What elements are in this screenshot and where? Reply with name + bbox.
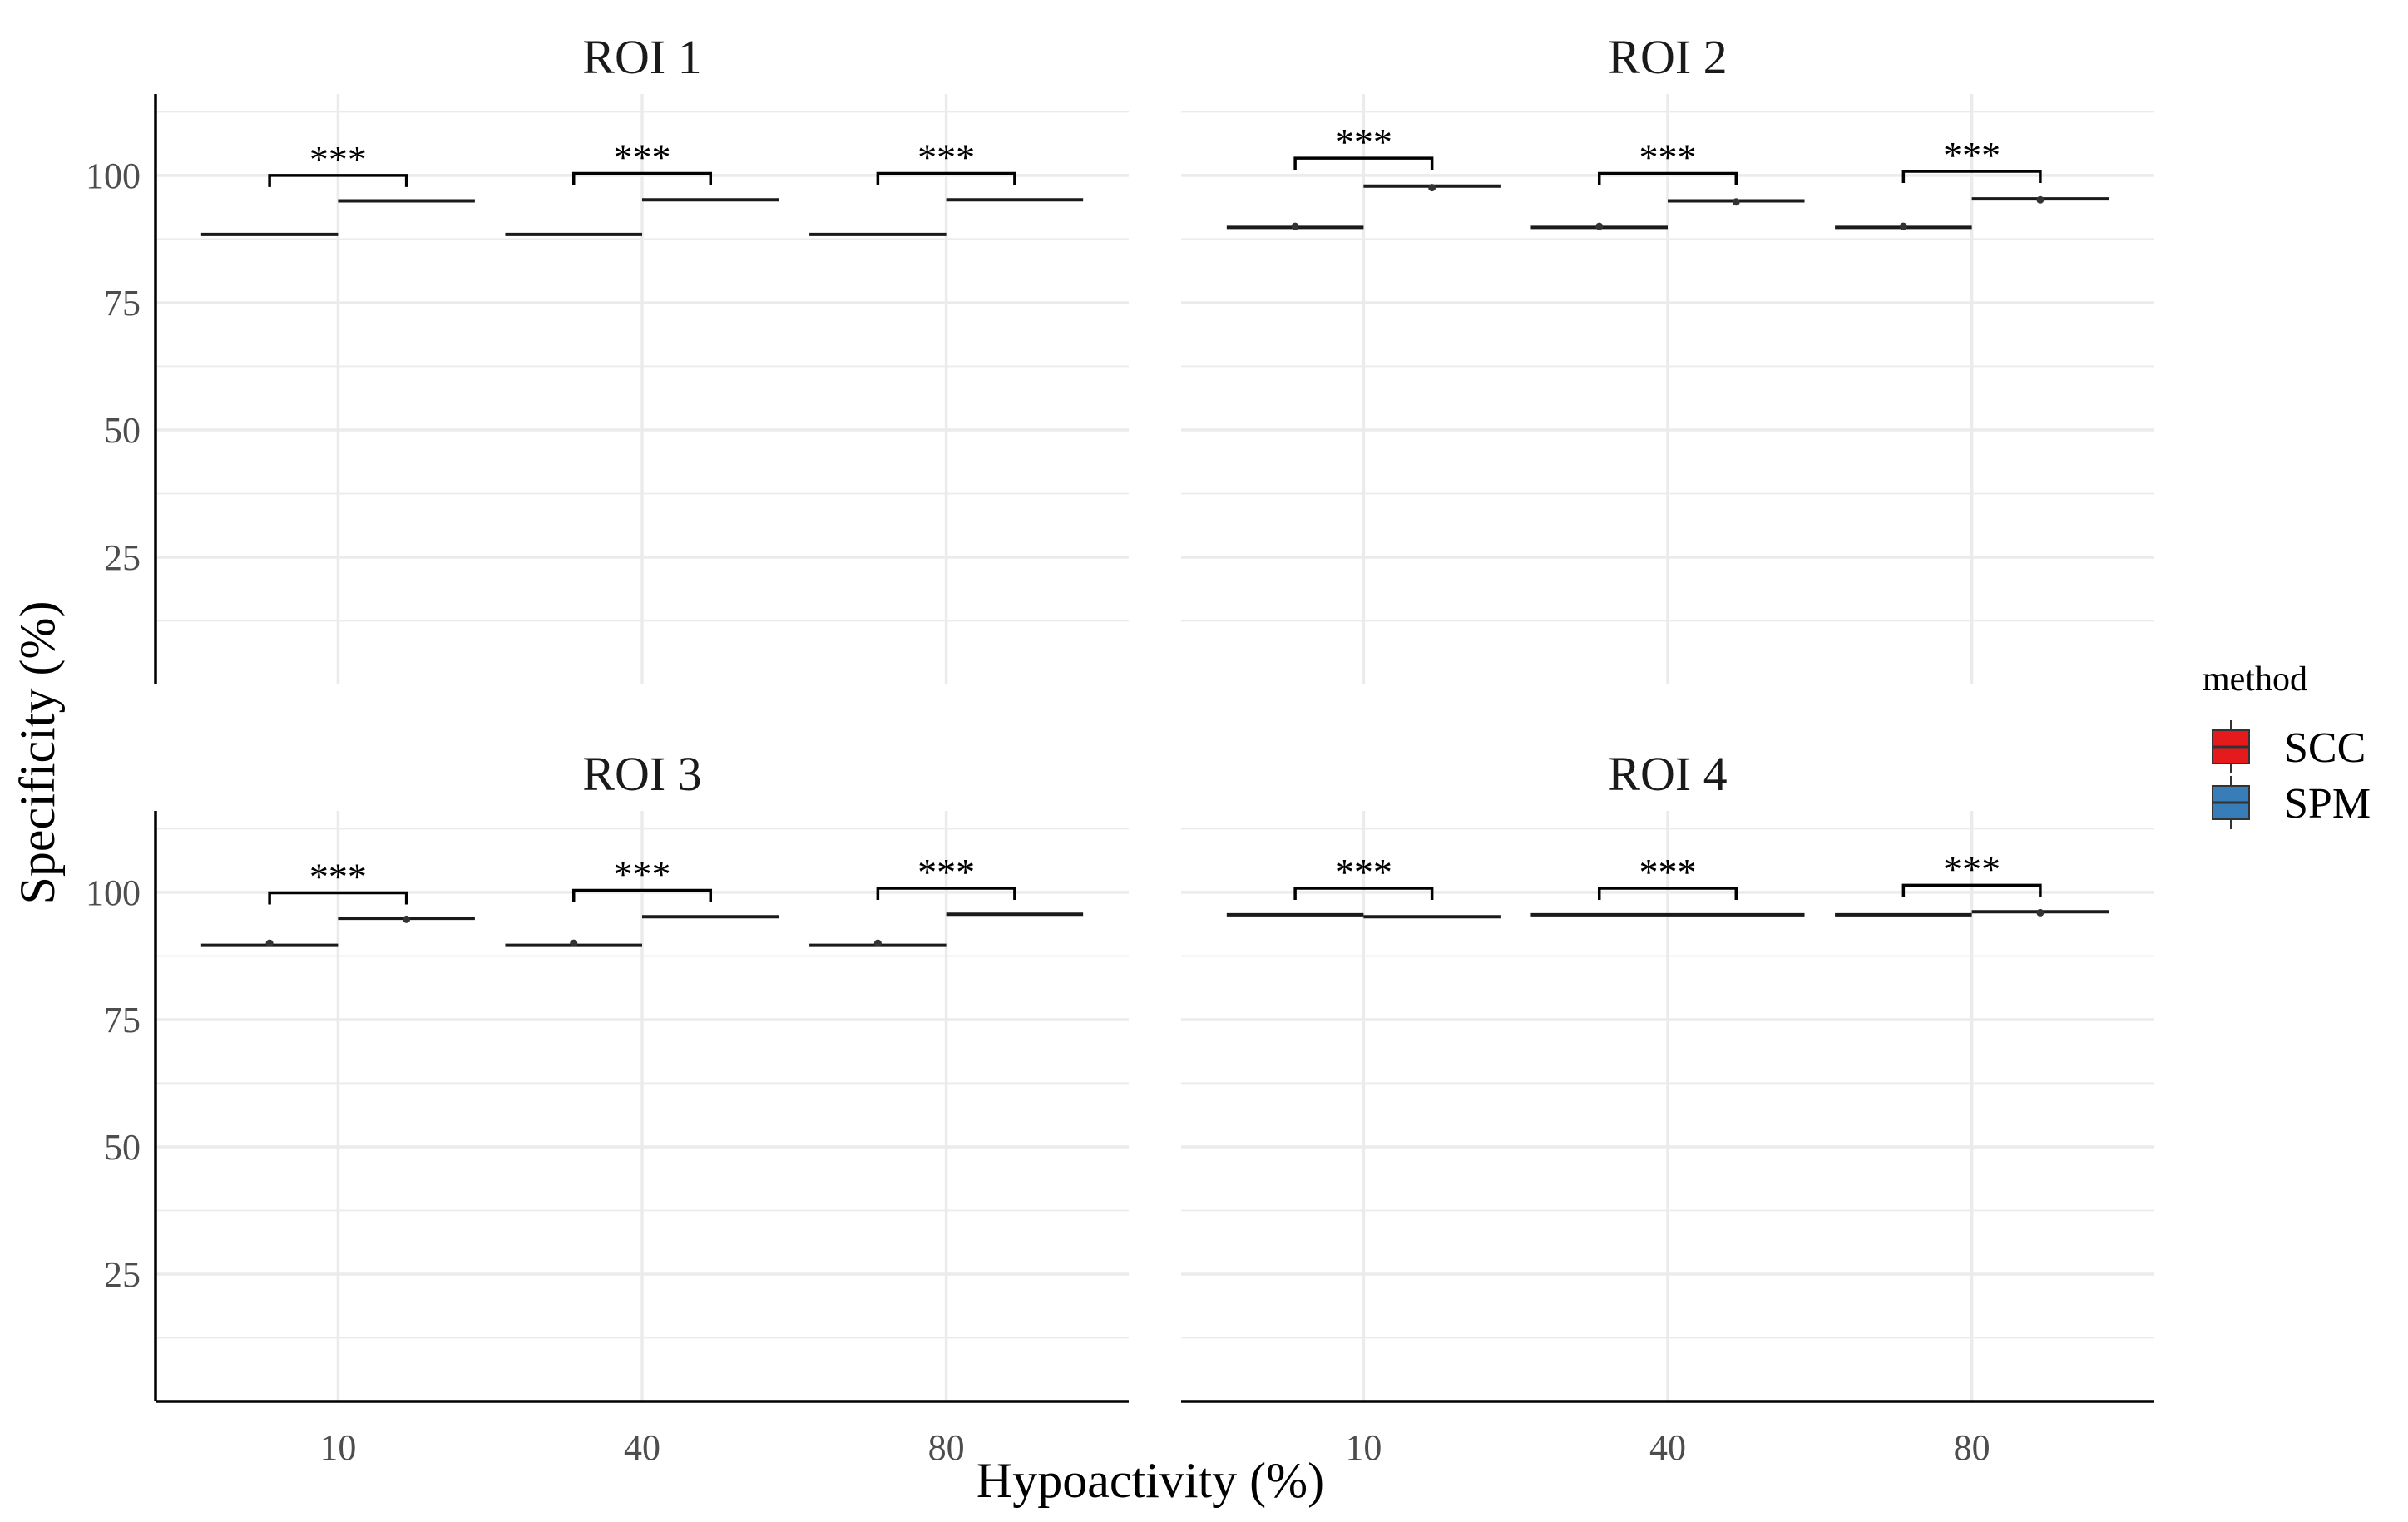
x-tick-label: 40 [1649, 1427, 1686, 1468]
panel-title: ROI 1 [582, 30, 701, 84]
x-tick-label: 80 [1954, 1427, 1990, 1468]
significance-bracket [1293, 156, 1434, 170]
significance-label: *** [1943, 134, 2000, 176]
significance-bracket [268, 174, 408, 187]
significance-bracket [571, 888, 713, 902]
panel-roi-2: ROI 2 *** *** *** [1181, 30, 2154, 684]
legend-key-scc [2212, 720, 2250, 773]
y-tick-label: 75 [104, 1000, 141, 1040]
outlier-point [265, 939, 274, 947]
outlier-point [2036, 908, 2045, 917]
significance-bracket [1293, 887, 1434, 901]
x-tick-label: 10 [1345, 1427, 1382, 1468]
legend-label-spm: SPM [2284, 780, 2371, 828]
outlier-point [1732, 198, 1740, 206]
significance-bracket [571, 171, 713, 185]
outlier-point [1899, 222, 1907, 230]
x-tick-label: 10 [319, 1427, 356, 1468]
outlier-point [570, 939, 578, 947]
significance-label: *** [1639, 851, 1697, 893]
significance-label: *** [1639, 136, 1697, 178]
significance-label: *** [1943, 847, 2000, 890]
significance-label: *** [309, 138, 367, 180]
significance-bracket [876, 887, 1016, 901]
y-tick-label: 25 [104, 1254, 141, 1295]
legend-key-spm [2212, 776, 2250, 829]
significance-bracket [268, 891, 408, 905]
x-tick-label: 80 [928, 1427, 965, 1468]
significance-label: *** [917, 136, 975, 178]
significance-label: *** [1335, 121, 1392, 163]
panel-roi-1: 25 50 75 100 ROI 1 *** *** *** [86, 30, 1129, 684]
y-tick-label: 25 [104, 537, 141, 578]
x-axis-title: Hypoactivity (%) [977, 1453, 1324, 1508]
y-axis-title: Specificity (%) [10, 601, 65, 905]
significance-bracket [1901, 170, 2042, 184]
x-tick-label: 40 [624, 1427, 660, 1468]
significance-label: *** [1335, 851, 1392, 893]
significance-label: *** [614, 852, 671, 895]
y-tick-label: 50 [104, 1127, 141, 1168]
significance-label: *** [614, 136, 671, 178]
significance-bracket [1597, 887, 1738, 901]
y-tick-label: 100 [86, 872, 141, 913]
panel-title: ROI 3 [582, 747, 701, 801]
significance-bracket [876, 171, 1016, 185]
panel-roi-3: 25 50 75 100 10 40 80 ROI 3 *** *** *** [86, 747, 1129, 1468]
panel-title: ROI 4 [1608, 747, 1727, 801]
panels-layer: 25 50 75 100 ROI 1 *** *** *** ROI 2 *** *** *** 25 5… [86, 30, 2154, 1468]
legend-title: method [2203, 660, 2307, 699]
outlier-point [873, 939, 882, 947]
y-tick-label: 100 [86, 156, 141, 196]
significance-label: *** [309, 856, 367, 898]
significance-bracket [1597, 171, 1738, 185]
panel-title: ROI 2 [1608, 30, 1727, 84]
legend: method SCC SPM [2203, 660, 2371, 829]
outlier-point [1595, 222, 1604, 230]
outlier-point [1428, 184, 1436, 192]
significance-bracket [1901, 883, 2042, 897]
y-tick-label: 50 [104, 410, 141, 451]
outlier-point [403, 915, 411, 923]
panel-roi-4: 10 40 80 ROI 4 *** *** *** [1181, 747, 2154, 1468]
legend-label-scc: SCC [2284, 724, 2366, 772]
outlier-point [1291, 222, 1299, 230]
significance-label: *** [917, 851, 975, 893]
outlier-point [2036, 195, 2045, 204]
y-tick-label: 75 [104, 283, 141, 324]
